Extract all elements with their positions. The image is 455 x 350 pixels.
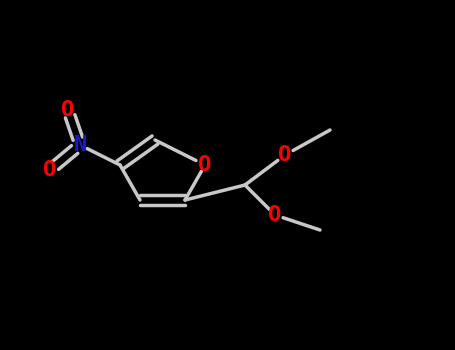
Text: O: O	[61, 100, 75, 120]
Text: O: O	[198, 155, 212, 175]
Text: O: O	[268, 205, 282, 225]
Text: O: O	[278, 145, 292, 165]
Text: O: O	[43, 160, 57, 180]
Text: N: N	[73, 135, 87, 155]
